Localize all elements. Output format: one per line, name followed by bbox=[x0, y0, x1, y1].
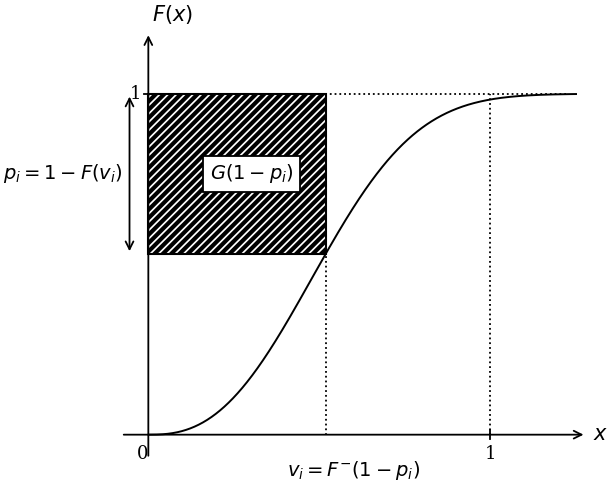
Text: $p_i = 1 - F(v_i)$: $p_i = 1 - F(v_i)$ bbox=[3, 162, 123, 185]
Bar bbox=[148, 94, 326, 254]
Text: $G(1-p_i)$: $G(1-p_i)$ bbox=[210, 162, 293, 185]
Text: $F(x)$: $F(x)$ bbox=[152, 2, 193, 26]
Bar bbox=[148, 94, 326, 254]
Text: 0: 0 bbox=[137, 445, 148, 463]
Text: 1: 1 bbox=[129, 85, 141, 103]
Text: $x$: $x$ bbox=[593, 425, 608, 444]
Text: $v_i = F^{-}(1-p_i)$: $v_i = F^{-}(1-p_i)$ bbox=[287, 458, 420, 482]
Text: 1: 1 bbox=[485, 445, 496, 463]
